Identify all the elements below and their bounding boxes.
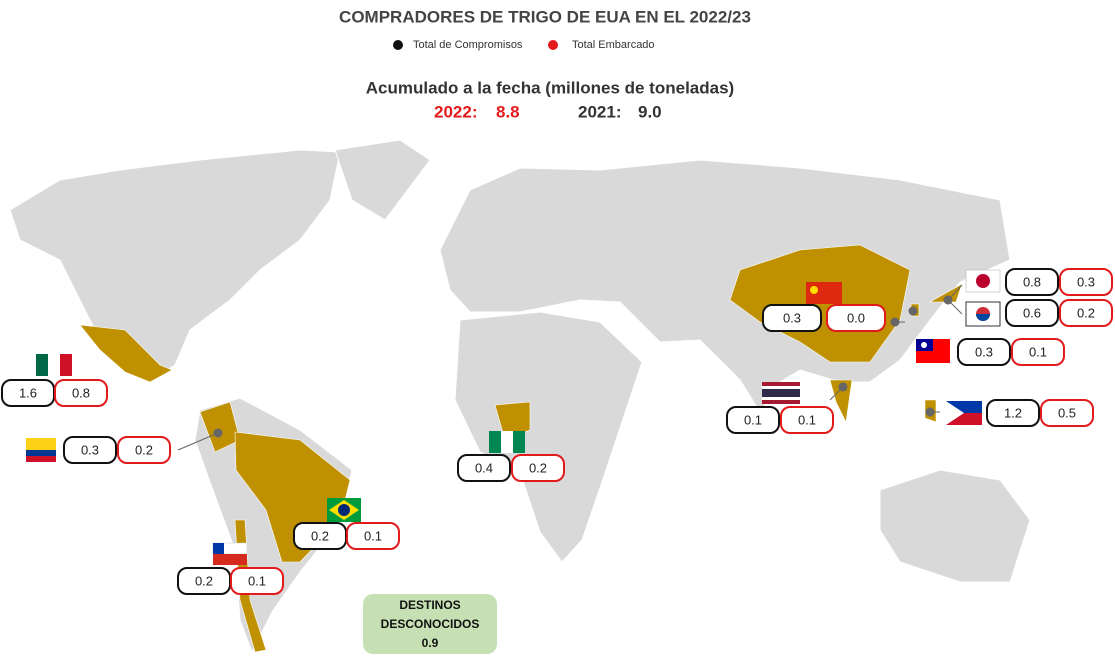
commitments-box (457, 454, 511, 482)
unknown-label: DESTINOS (399, 598, 460, 612)
shipped-box (230, 567, 284, 595)
legend-label: Total Embarcado (572, 39, 655, 51)
previous-value: 9.0 (638, 102, 662, 121)
highlight-japan (928, 283, 963, 303)
flag-mexico (36, 354, 72, 376)
shipped-value: 0.3 (1077, 274, 1095, 289)
commitments-value: 1.2 (1004, 405, 1022, 420)
commitments-value: 0.6 (1023, 305, 1041, 320)
shipped-value: 0.1 (1029, 344, 1047, 359)
world-map (9, 139, 1031, 654)
commitments-value: 0.1 (744, 412, 762, 427)
flags (26, 269, 1001, 565)
commitments-box (726, 406, 780, 434)
commitments-value: 0.3 (783, 310, 801, 325)
commitments-box (1005, 268, 1059, 296)
commitments-box (63, 436, 117, 464)
africa (454, 311, 643, 563)
flag-thailand (762, 382, 800, 404)
value-boxes: 1.6 0.8 0.3 0.2 0.2 0.1 0.2 0.1 0.4 0.2 0.3 0.0 0.8 0… (1, 268, 1113, 595)
commitments-box (1005, 299, 1059, 327)
greenland (334, 139, 431, 221)
shipped-box (1059, 299, 1113, 327)
shipped-value: 0.1 (364, 528, 382, 543)
legend-label: Total de Compromisos (413, 39, 523, 51)
current-value: 8.8 (496, 102, 520, 121)
commitments-value: 0.2 (311, 528, 329, 543)
commitments-value: 0.3 (81, 442, 99, 457)
commitments-value: 1.6 (19, 385, 37, 400)
unknown-value: 0.9 (422, 636, 439, 650)
flag-chile (212, 542, 248, 565)
unknown-label: DESCONOCIDOS (381, 617, 480, 631)
shipped-box (1059, 268, 1113, 296)
current-label: 2022: (434, 102, 477, 121)
legend-dot (548, 40, 558, 50)
flag-colombia (26, 438, 56, 462)
shipped-value: 0.2 (135, 442, 153, 457)
subtitle: Acumulado a la fecha (millones de tonela… (366, 78, 734, 97)
shipped-value: 0.0 (847, 310, 865, 325)
flag-brazil (327, 498, 361, 522)
shipped-value: 0.2 (529, 460, 547, 475)
flag-korea (965, 301, 1001, 327)
shipped-value: 0.1 (248, 573, 266, 588)
highlight-mexico (79, 324, 173, 383)
commitments-box (957, 338, 1011, 366)
title: COMPRADORES DE TRIGO DE EUA EN EL 2022/2… (339, 7, 751, 26)
connectors (177, 284, 963, 451)
highlight-nigeria (494, 401, 531, 441)
flag-japan (965, 269, 1001, 293)
shipped-value: 0.1 (798, 412, 816, 427)
flag-nigeria (489, 431, 525, 453)
commitments-box (762, 304, 822, 332)
shipped-box (511, 454, 565, 482)
legend-dot (393, 40, 403, 50)
previous-label: 2021: (578, 102, 621, 121)
shipped-box (1040, 399, 1094, 427)
shipped-value: 0.2 (1077, 305, 1095, 320)
north-america (9, 149, 341, 381)
shipped-box (780, 406, 834, 434)
commitments-value: 0.8 (1023, 274, 1041, 289)
australia (879, 469, 1031, 583)
shipped-box (117, 436, 171, 464)
commitments-value: 0.3 (975, 344, 993, 359)
commitments-value: 0.4 (475, 460, 493, 475)
unknown-box (363, 594, 497, 654)
flag-philippines (946, 401, 982, 425)
shipped-box (1011, 338, 1065, 366)
shipped-value: 0.8 (72, 385, 90, 400)
shipped-box (346, 522, 400, 550)
commitments-box (986, 399, 1040, 427)
flag-taiwan (916, 339, 950, 363)
commitments-value: 0.2 (195, 573, 213, 588)
flag-china (806, 282, 842, 304)
shipped-box (826, 304, 886, 332)
highlight-thailand (829, 379, 853, 423)
shipped-box (54, 379, 108, 407)
shipped-value: 0.5 (1058, 405, 1076, 420)
